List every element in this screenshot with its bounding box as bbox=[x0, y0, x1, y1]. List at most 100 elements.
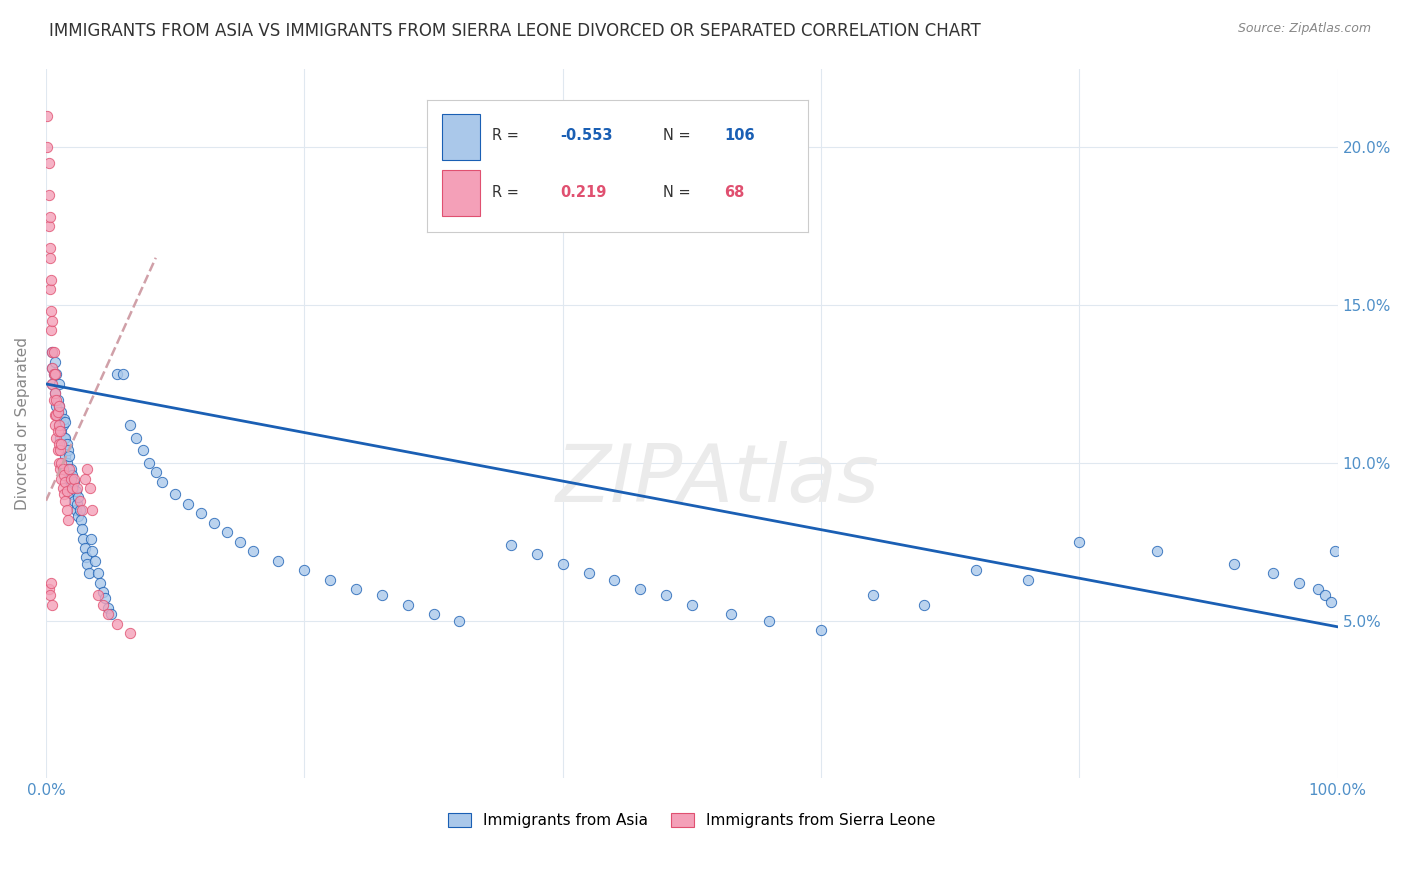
Point bbox=[53, 431, 76, 445]
Point bbox=[396, 598, 419, 612]
Point bbox=[53, 431, 76, 445]
Point bbox=[55, 456, 77, 470]
Point bbox=[44, 355, 66, 369]
Point bbox=[132, 443, 155, 458]
Point bbox=[48, 437, 70, 451]
Point bbox=[59, 462, 82, 476]
Point bbox=[38, 156, 60, 170]
Point bbox=[49, 411, 72, 425]
Point bbox=[45, 409, 67, 423]
Point bbox=[628, 582, 651, 596]
Point bbox=[344, 582, 367, 596]
Point bbox=[52, 417, 75, 432]
Point bbox=[86, 566, 108, 581]
Legend: Immigrants from Asia, Immigrants from Sierra Leone: Immigrants from Asia, Immigrants from Si… bbox=[441, 807, 942, 834]
Point bbox=[551, 557, 574, 571]
Point bbox=[603, 573, 626, 587]
Point bbox=[82, 544, 104, 558]
Point bbox=[52, 440, 75, 454]
Point bbox=[41, 361, 63, 376]
Point bbox=[86, 588, 108, 602]
Point bbox=[55, 503, 77, 517]
Point bbox=[46, 409, 69, 423]
Point bbox=[1313, 588, 1336, 602]
Point bbox=[41, 345, 63, 359]
Point bbox=[44, 386, 66, 401]
Point bbox=[70, 522, 93, 536]
Point bbox=[39, 575, 62, 590]
Point bbox=[56, 443, 79, 458]
Point bbox=[202, 516, 225, 530]
Point bbox=[862, 588, 884, 602]
Point bbox=[1223, 557, 1246, 571]
Point bbox=[49, 462, 72, 476]
Point bbox=[138, 456, 160, 470]
Point bbox=[681, 598, 703, 612]
Point bbox=[46, 392, 69, 407]
Point bbox=[41, 361, 63, 376]
Point bbox=[49, 431, 72, 445]
Point bbox=[44, 386, 66, 401]
Point bbox=[69, 503, 91, 517]
Point bbox=[37, 109, 59, 123]
Point bbox=[89, 575, 111, 590]
Point bbox=[38, 582, 60, 596]
Y-axis label: Divorced or Separated: Divorced or Separated bbox=[15, 337, 30, 510]
Point bbox=[53, 493, 76, 508]
Point bbox=[38, 251, 60, 265]
Point bbox=[758, 614, 780, 628]
Point bbox=[499, 538, 522, 552]
Point bbox=[105, 368, 128, 382]
Point bbox=[242, 544, 264, 558]
Point bbox=[59, 472, 82, 486]
Point bbox=[100, 607, 122, 622]
Point bbox=[51, 456, 73, 470]
Point bbox=[72, 532, 94, 546]
Point bbox=[66, 481, 89, 495]
Point bbox=[44, 409, 66, 423]
Point bbox=[67, 491, 90, 505]
Point bbox=[46, 405, 69, 419]
Point bbox=[267, 553, 290, 567]
Point bbox=[150, 475, 173, 489]
Text: ZIPAtlas: ZIPAtlas bbox=[555, 442, 880, 519]
Point bbox=[655, 588, 678, 602]
Point bbox=[105, 616, 128, 631]
Point bbox=[48, 417, 70, 432]
Point bbox=[58, 472, 80, 486]
Point bbox=[45, 392, 67, 407]
Point bbox=[912, 598, 935, 612]
Point bbox=[42, 392, 65, 407]
Point bbox=[63, 493, 86, 508]
Point bbox=[84, 553, 107, 567]
Point bbox=[63, 475, 86, 489]
Point bbox=[38, 588, 60, 602]
Point bbox=[56, 462, 79, 476]
Point bbox=[80, 532, 103, 546]
Point bbox=[97, 600, 120, 615]
Point bbox=[449, 614, 471, 628]
Point bbox=[65, 503, 87, 517]
Point bbox=[66, 497, 89, 511]
Point bbox=[41, 345, 63, 359]
Point bbox=[371, 588, 394, 602]
Point bbox=[41, 314, 63, 328]
Point bbox=[39, 323, 62, 337]
Point bbox=[145, 465, 167, 479]
Point bbox=[58, 450, 80, 464]
Point bbox=[46, 443, 69, 458]
Point bbox=[53, 468, 76, 483]
Point bbox=[48, 376, 70, 391]
Point bbox=[37, 140, 59, 154]
Point bbox=[77, 566, 100, 581]
Point bbox=[45, 431, 67, 445]
Point bbox=[38, 282, 60, 296]
Point bbox=[38, 219, 60, 234]
Point bbox=[1288, 575, 1310, 590]
Point bbox=[48, 399, 70, 413]
Point bbox=[46, 424, 69, 438]
Point bbox=[73, 472, 96, 486]
Point bbox=[59, 478, 82, 492]
Point bbox=[38, 241, 60, 255]
Point bbox=[125, 431, 148, 445]
